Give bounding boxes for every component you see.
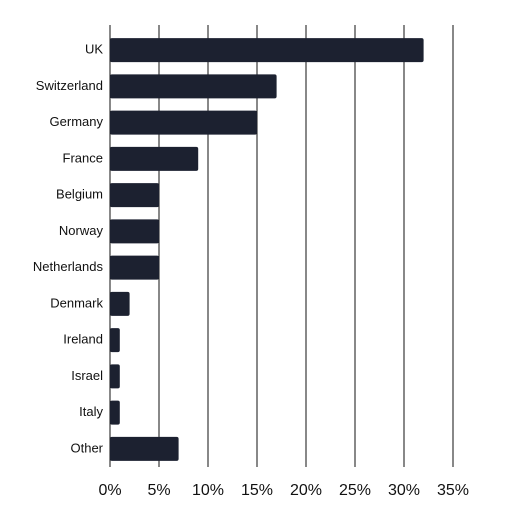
bar xyxy=(110,400,120,425)
y-tick-label: Denmark xyxy=(50,295,103,310)
y-tick-label: Norway xyxy=(59,223,104,238)
bar xyxy=(110,110,257,135)
x-tick-label: 30% xyxy=(388,482,420,499)
bar xyxy=(110,219,159,244)
y-tick-label: UK xyxy=(85,42,103,57)
bar xyxy=(110,183,159,208)
y-tick-label: Belgium xyxy=(56,187,103,202)
bar xyxy=(110,436,179,461)
y-tick-label: Israel xyxy=(71,368,103,383)
x-tick-label: 35% xyxy=(437,482,469,499)
y-tick-label: Netherlands xyxy=(33,259,104,274)
x-tick-label: 20% xyxy=(290,482,322,499)
bar xyxy=(110,255,159,280)
y-tick-label: France xyxy=(63,150,103,165)
x-tick-label: 0% xyxy=(98,482,121,499)
x-tick-label: 15% xyxy=(241,482,273,499)
y-tick-label: Ireland xyxy=(63,332,103,347)
bar xyxy=(110,364,120,389)
x-tick-label: 5% xyxy=(147,482,170,499)
x-tick-label: 25% xyxy=(339,482,371,499)
bar xyxy=(110,328,120,353)
y-tick-label: Germany xyxy=(50,114,104,129)
y-tick-label: Switzerland xyxy=(36,78,103,93)
bar xyxy=(110,146,199,171)
x-tick-label: 10% xyxy=(192,482,224,499)
bar xyxy=(110,74,277,99)
y-tick-label: Italy xyxy=(79,404,103,419)
y-tick-label: Other xyxy=(70,440,103,455)
bar xyxy=(110,38,424,63)
bar xyxy=(110,291,130,316)
